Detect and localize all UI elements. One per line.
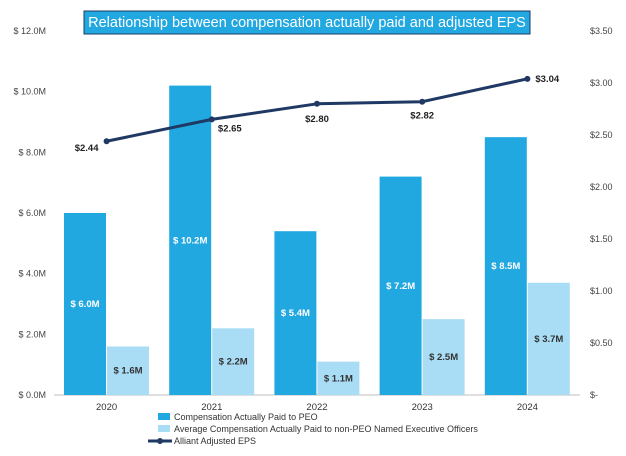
left-tick-label: $ 4.0M [18, 269, 46, 279]
legend-neo-swatch [158, 425, 170, 432]
eps-label: $2.80 [305, 114, 329, 125]
left-tick-label: $ 2.0M [18, 329, 46, 339]
category-label: 2022 [306, 402, 327, 413]
eps-point [103, 138, 110, 145]
legend: Compensation Actually Paid to PEO Average… [148, 412, 478, 446]
title-background [83, 10, 531, 35]
neo-compensation-bar [107, 346, 149, 395]
x-axis-categories: 2020 2021 2022 2023 2024 [96, 402, 538, 413]
eps-point [208, 116, 215, 123]
neo-compensation-bar [317, 361, 360, 395]
right-tick-label: $- [590, 390, 598, 400]
chart-title: Relationship between compensation actual… [88, 15, 526, 31]
peo-compensation-bar [64, 213, 106, 395]
bar-data-labels: $ 6.0M $ 1.6M $ 10.2M $ 2.2M $ 5.4M $ 1.1M $ 7… [70, 235, 563, 384]
right-y-axis: $- $0.50 $1.00 $1.50 $2.00 $2.50 $3.00 $3.50 [590, 26, 613, 400]
eps-point [524, 75, 531, 82]
left-y-axis: $ 0.0M $ 2.0M $ 4.0M $ 6.0M $ 8.0M $ 10.0M $ 1… [13, 26, 46, 400]
neo-compensation-bar [212, 328, 255, 395]
category-label: 2023 [412, 402, 433, 413]
eps-label: $3.04 [535, 74, 559, 85]
left-tick-label: $ 6.0M [18, 208, 46, 218]
legend-eps-label: Alliant Adjusted EPS [174, 436, 256, 446]
eps-label: $2.65 [218, 123, 242, 134]
left-tick-label: $ 8.0M [18, 147, 46, 157]
right-tick-label: $1.50 [590, 234, 613, 244]
neo-compensation-bar [422, 319, 465, 395]
category-label: 2021 [201, 402, 222, 413]
eps-point [419, 98, 426, 105]
left-tick-label: $ 0.0M [18, 390, 46, 400]
category-label: 2020 [96, 402, 117, 413]
neo-bar-label: $ 2.5M [429, 352, 458, 363]
left-tick-label: $ 12.0M [13, 26, 46, 36]
peo-compensation-bar [169, 85, 212, 395]
eps-label: $2.82 [410, 111, 434, 122]
peo-compensation-bar [484, 137, 527, 395]
neo-compensation-bar [527, 282, 570, 395]
right-tick-label: $0.50 [590, 338, 613, 348]
title-banner: Relationship between compensation actual… [83, 10, 531, 35]
neo-bar-label: $ 2.2M [219, 357, 248, 368]
peo-bar-label: $ 8.5M [491, 261, 520, 272]
left-tick-label: $ 10.0M [13, 87, 46, 97]
peo-bar-label: $ 5.4M [281, 308, 310, 319]
eps-label: $2.44 [75, 143, 99, 154]
neo-bar-label: $ 1.1M [324, 373, 353, 384]
right-tick-label: $3.50 [590, 26, 613, 36]
peo-bar-label: $ 6.0M [70, 299, 99, 310]
bar-series [64, 85, 570, 395]
neo-bar-label: $ 3.7M [534, 334, 563, 345]
legend-peo-swatch [158, 413, 170, 420]
peo-bar-label: $ 10.2M [173, 235, 207, 246]
peo-bar-label: $ 7.2M [386, 281, 415, 292]
eps-point [314, 100, 320, 107]
right-tick-label: $2.00 [590, 182, 613, 192]
legend-eps-marker [157, 438, 163, 444]
right-tick-label: $1.00 [590, 286, 613, 296]
legend-peo-label: Compensation Actually Paid to PEO [174, 412, 318, 422]
right-tick-label: $3.00 [590, 78, 613, 88]
peo-compensation-bar [274, 231, 317, 395]
neo-bar-label: $ 1.6M [113, 366, 142, 377]
right-tick-label: $2.50 [590, 130, 613, 140]
category-label: 2024 [517, 402, 538, 413]
legend-neo-label: Average Compensation Actually Paid to no… [174, 424, 478, 434]
peo-compensation-bar [379, 176, 422, 395]
eps-line-series: $2.44 $2.65 $2.80 $2.82 $3.04 [75, 74, 560, 154]
